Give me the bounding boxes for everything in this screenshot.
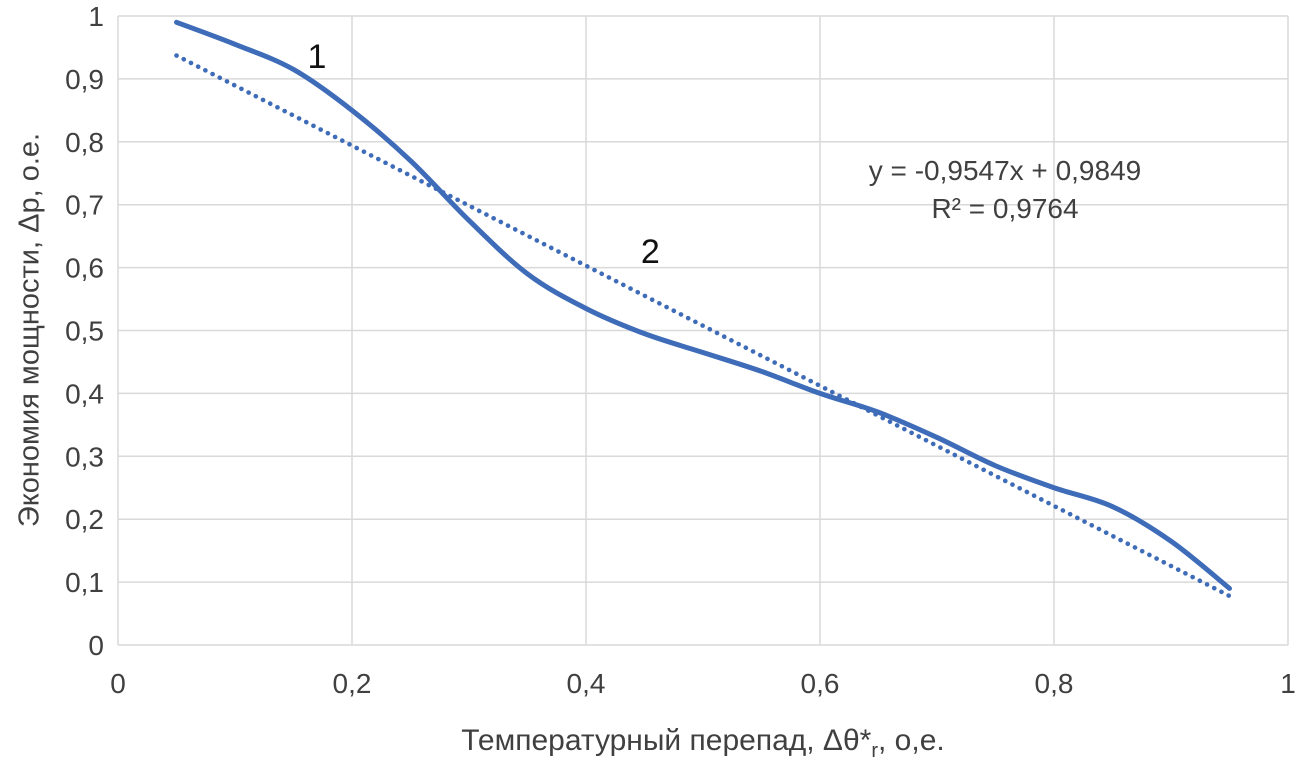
x-tick-label: 0,4	[567, 668, 606, 699]
trendline-annotation: y = -0,9547x + 0,9849 R² = 0,9764	[805, 152, 1205, 228]
y-tick-label: 0,9	[65, 64, 104, 95]
x-axis-title-subscript: r	[871, 740, 878, 762]
x-tick-label: 1	[1280, 668, 1296, 699]
y-tick-label: 0,2	[65, 504, 104, 535]
x-tick-label: 0,6	[801, 668, 840, 699]
y-tick-label: 0,1	[65, 567, 104, 598]
trendline-series	[174, 53, 1232, 599]
data-series-curve	[174, 19, 1232, 591]
y-tick-label: 0,7	[65, 190, 104, 221]
y-tick-label: 0,3	[65, 441, 104, 472]
x-tick-label: 0,8	[1035, 668, 1074, 699]
x-tick-label: 0,2	[333, 668, 372, 699]
y-axis-title: Экономия мощности, Δp, о.е.	[13, 132, 46, 528]
y-tick-label: 0,4	[65, 378, 104, 409]
series-label: 1	[307, 38, 326, 76]
y-tick-label: 1	[88, 1, 104, 32]
y-tick-label: 0	[88, 630, 104, 661]
series-label: 2	[641, 233, 660, 271]
x-axis-title-suffix: , о,е.	[878, 724, 945, 757]
trendline-r-squared: R² = 0,9764	[931, 193, 1079, 224]
x-tick-label: 0	[110, 668, 126, 699]
y-tick-label: 0,5	[65, 316, 104, 347]
trendline-equation: y = -0,9547x + 0,9849	[868, 155, 1142, 186]
x-axis-title: Температурный перепад, Δθ*r, о,е.	[118, 724, 1288, 763]
y-tick-label: 0,6	[65, 253, 104, 284]
y-tick-label: 0,8	[65, 127, 104, 158]
x-axis-title-main: Температурный перепад, Δθ*	[461, 724, 872, 757]
